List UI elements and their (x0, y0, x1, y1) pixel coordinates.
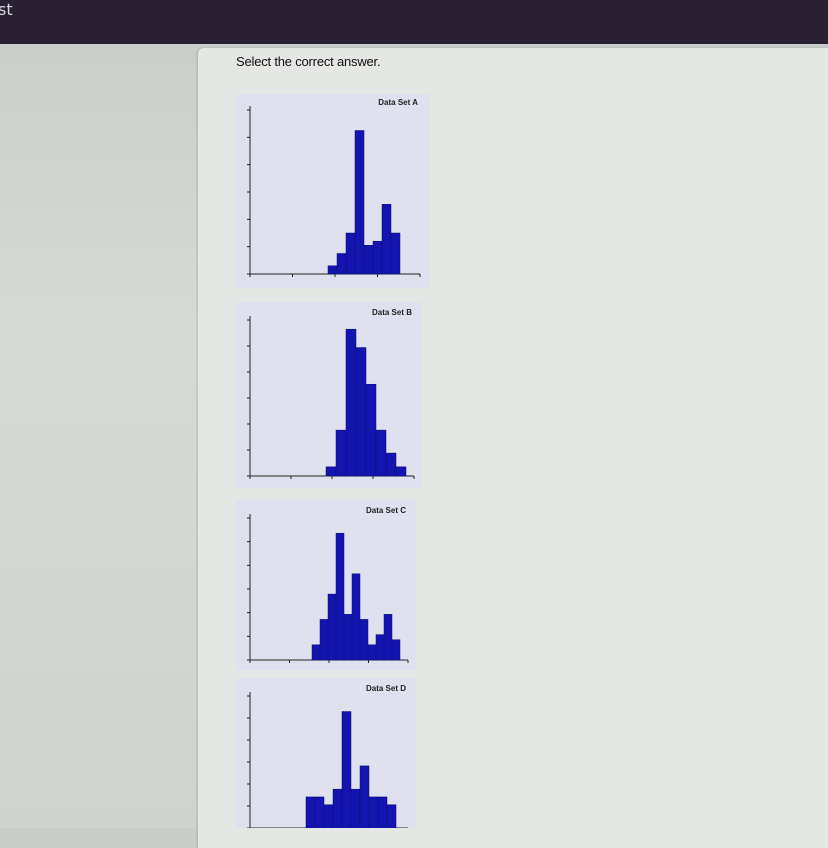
histogram-bar (350, 788, 361, 828)
histogram-bar (391, 639, 401, 661)
top-bar-label: st (0, 0, 13, 19)
histogram-bar (375, 429, 387, 477)
chart-title: Data Set C (366, 506, 406, 515)
chart-data-set-d[interactable]: Data Set D (236, 678, 416, 828)
top-bar: st (0, 0, 828, 44)
histogram-bar (386, 804, 397, 828)
histogram-bar (377, 796, 388, 828)
histogram-bar (345, 232, 356, 275)
chart-data-set-b[interactable]: Data Set B (236, 302, 422, 488)
histogram-bar (383, 614, 393, 661)
chart-title: Data Set B (372, 308, 412, 317)
histogram-bar (311, 644, 321, 661)
histogram-bar (314, 796, 325, 828)
histogram-bar (359, 619, 369, 661)
chart-title: Data Set D (366, 684, 406, 693)
histogram-bar (323, 804, 334, 828)
plot-background (236, 94, 430, 288)
histogram-bar (341, 711, 352, 828)
histogram-bar (319, 619, 329, 661)
histogram-bar (372, 240, 383, 275)
histogram-bar (354, 130, 365, 275)
question-prompt: Select the correct answer. (236, 54, 381, 69)
histogram-bar (335, 532, 345, 661)
chart-data-set-a[interactable]: Data Set A (236, 94, 430, 288)
histogram-bar (345, 328, 357, 477)
histogram-bar (335, 429, 347, 477)
histogram-bar (359, 765, 370, 828)
histogram-bar (395, 466, 407, 477)
histogram-bar (305, 796, 316, 828)
histogram-bar (327, 593, 337, 661)
histogram-bar (332, 788, 343, 828)
histogram-bar (375, 634, 385, 661)
histogram-bar (385, 452, 397, 477)
histogram-bar (363, 245, 374, 275)
histogram-bar (327, 265, 338, 275)
chart-data-set-c[interactable]: Data Set C (236, 500, 416, 670)
histogram-bar (365, 383, 377, 477)
histogram-bar (368, 796, 379, 828)
histogram-bar (367, 644, 377, 661)
histogram-bar (381, 204, 392, 275)
histogram-bar (355, 347, 367, 477)
histogram-bar (336, 253, 347, 275)
histogram-bar (390, 232, 401, 275)
histogram-bar (351, 573, 361, 661)
histogram-bar (325, 466, 337, 477)
chart-title: Data Set A (378, 98, 418, 107)
axis-line (249, 692, 408, 828)
histogram-bar (343, 614, 353, 661)
